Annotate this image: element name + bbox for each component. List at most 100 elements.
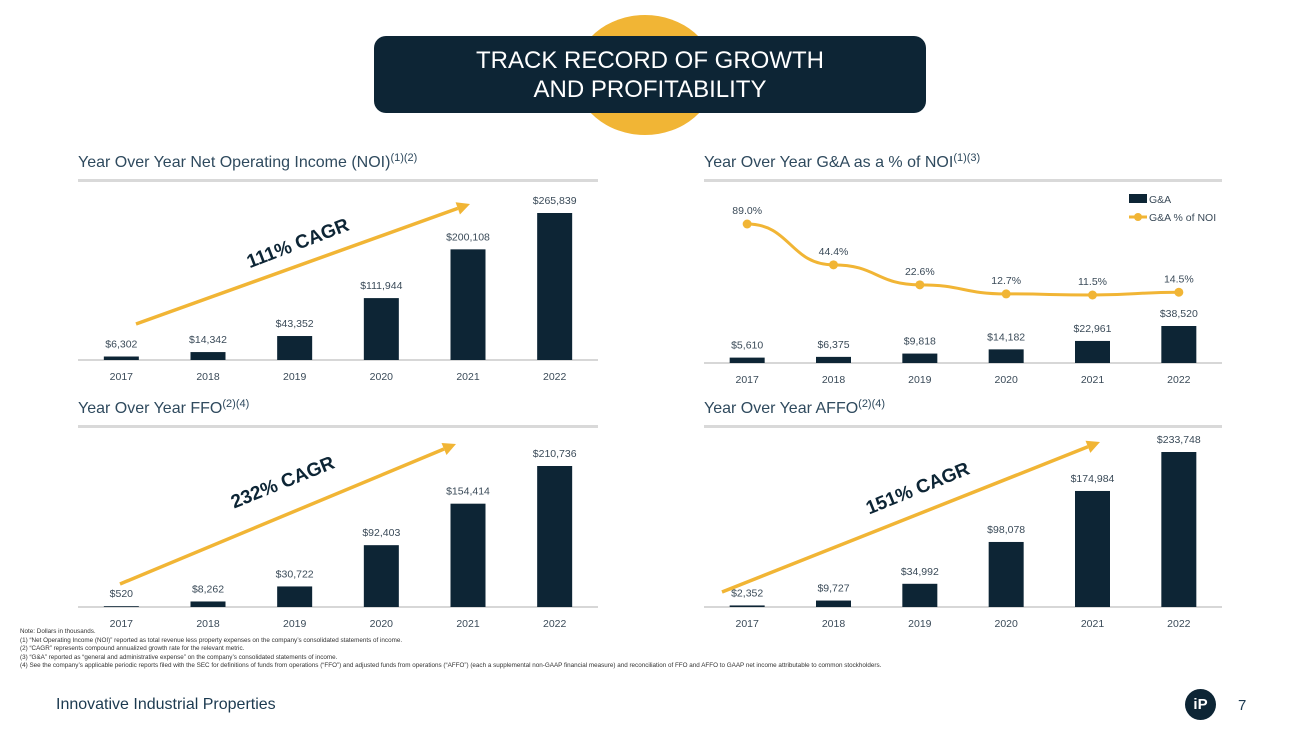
ffo-bar-2021: [450, 503, 486, 607]
ga-pct-point-2018: [829, 260, 838, 270]
ffo-bar-2022: [537, 466, 573, 607]
ga-pct-label-2017: 89.0%: [732, 205, 762, 217]
ga-bar-2022: [1161, 326, 1197, 363]
ffo-bar-label-2020: $92,403: [362, 527, 400, 539]
affo-tick-2017: 2017: [735, 618, 759, 630]
noi-tick-2022: 2022: [543, 371, 567, 383]
ffo-cagr-label: 232% CAGR: [228, 452, 338, 513]
noi-tick-2021: 2021: [456, 371, 480, 383]
affo-bar-2018: [816, 600, 851, 607]
ffo-bar-label-2022: $210,736: [533, 448, 577, 460]
affo-bar-2017: [729, 605, 765, 607]
ga-pct-line: [747, 222, 1179, 297]
affo-cagr-label: 151% CAGR: [863, 458, 973, 519]
affo-bar-label-2020: $98,078: [987, 524, 1025, 536]
ffo-chart-title: Year Over Year FFO(2)(4): [78, 398, 249, 418]
ga-pct-label-2022: 14.5%: [1164, 273, 1194, 285]
affo-title-text: Year Over Year AFFO: [704, 400, 859, 417]
page-title: TRACK RECORD OF GROWTH AND PROFITABILITY: [374, 36, 926, 113]
ffo-bar-2019: [277, 586, 313, 607]
ga-legend-bar-label: G&A: [1149, 194, 1171, 206]
ga-bar-2021: [1075, 340, 1110, 363]
ga-title-footnote: (1)(3): [953, 152, 981, 164]
noi-tick-2019: 2019: [283, 371, 307, 383]
noi-bar-2021: [450, 249, 486, 360]
noi-bar-2017: [103, 356, 139, 360]
noi-growth-arrowhead: [455, 202, 470, 215]
page-title-line2: AND PROFITABILITY: [533, 75, 767, 103]
footnote-2: (2) “CAGR” represents compound annualize…: [20, 645, 245, 653]
noi-bar-2020: [363, 298, 399, 360]
noi-bar-2022: [537, 213, 573, 360]
footnote-4: (4) See the company’s applicable periodi…: [20, 662, 882, 670]
ga-bar-label-2022: $38,520: [1160, 308, 1198, 320]
ffo-growth-arrowhead: [441, 443, 456, 455]
ffo-tick-2019: 2019: [283, 618, 307, 630]
ga-tick-2019: 2019: [908, 374, 932, 386]
affo-bar-2021: [1075, 490, 1110, 607]
affo-chart-title: Year Over Year AFFO(2)(4): [704, 398, 885, 418]
affo-bar-label-2017: $2,352: [731, 587, 763, 599]
noi-tick-2020: 2020: [370, 371, 394, 383]
affo-tick-2021: 2021: [1081, 618, 1105, 630]
noi-tick-2017: 2017: [110, 371, 134, 383]
affo-bar-2020: [988, 541, 1024, 607]
noi-chart-title: Year Over Year Net Operating Income (NOI…: [78, 152, 417, 172]
affo-title-rule: [704, 425, 1222, 428]
ga-tick-2017: 2017: [735, 374, 759, 386]
ffo-tick-2022: 2022: [543, 618, 567, 630]
ga-pct-label-2021: 11.5%: [1078, 276, 1107, 288]
ga-pct-point-2017: [742, 219, 752, 229]
noi-bar-label-2018: $14,342: [189, 334, 227, 346]
ga-bar-label-2019: $9,818: [904, 336, 936, 348]
affo-tick-2022: 2022: [1167, 618, 1191, 630]
ga-bar-2017: [729, 357, 765, 363]
noi-bar-label-2019: $43,352: [276, 318, 314, 330]
affo-tick-2019: 2019: [908, 618, 932, 630]
ga-pct-label-2020: 12.7%: [991, 275, 1021, 287]
affo-bar-label-2019: $34,992: [901, 566, 939, 578]
affo-tick-2020: 2020: [994, 618, 1018, 630]
ffo-bar-label-2019: $30,722: [276, 568, 314, 580]
ffo-bar-label-2017: $520: [110, 588, 134, 600]
affo-title-footnote: (2)(4): [858, 398, 886, 410]
noi-bar-2018: [190, 352, 226, 360]
ga-bar-label-2018: $6,375: [817, 339, 849, 351]
ga-bar-2020: [988, 349, 1024, 363]
affo-tick-2018: 2018: [822, 618, 846, 630]
company-logo: iP: [1185, 689, 1216, 720]
ga-pct-point-2022: [1174, 287, 1184, 297]
ffo-growth-arrow: [119, 447, 445, 586]
noi-bar-label-2020: $111,944: [360, 280, 402, 292]
ga-pct-point-2020: [1001, 289, 1011, 299]
noi-bar-label-2017: $6,302: [105, 339, 137, 351]
noi-growth-arrow: [135, 206, 459, 326]
ga-tick-2020: 2020: [994, 374, 1018, 386]
noi-bar-label-2021: $200,108: [446, 231, 490, 243]
ga-legend-line-marker: [1134, 213, 1142, 221]
affo-bar-label-2018: $9,727: [817, 583, 849, 595]
ffo-tick-2017: 2017: [110, 618, 134, 630]
ga-pct-point-2021: [1088, 290, 1097, 300]
noi-tick-2018: 2018: [196, 371, 220, 383]
ga-pct-label-2018: 44.4%: [819, 246, 849, 258]
affo-growth-arrowhead: [1085, 440, 1100, 453]
ga-title-rule: [704, 179, 1222, 182]
affo-growth-arrow: [721, 445, 1089, 594]
ffo-title-text: Year Over Year FFO: [78, 400, 223, 417]
ga-tick-2021: 2021: [1081, 374, 1105, 386]
ffo-bar-label-2018: $8,262: [192, 583, 224, 595]
ffo-bar-2020: [363, 545, 399, 607]
affo-bar-2022: [1161, 452, 1197, 607]
ffo-bar-label-2021: $154,414: [446, 486, 490, 498]
affo-bar-2019: [902, 583, 938, 607]
company-name: Innovative Industrial Properties: [56, 696, 276, 713]
footnotes: Note: Dollars in thousands. (1) “Net Ope…: [20, 628, 1290, 671]
ffo-tick-2021: 2021: [456, 618, 480, 630]
ga-title-text: Year Over Year G&A as a % of NOI: [704, 154, 954, 171]
noi-title-text: Year Over Year Net Operating Income (NOI…: [78, 154, 391, 171]
ga-bar-label-2020: $14,182: [987, 331, 1025, 343]
ga-bar-2018: [816, 356, 851, 363]
footnote-1: (1) “Net Operating Income (NOI)” reporte…: [20, 636, 403, 644]
affo-bar-label-2021: $174,984: [1071, 473, 1115, 485]
